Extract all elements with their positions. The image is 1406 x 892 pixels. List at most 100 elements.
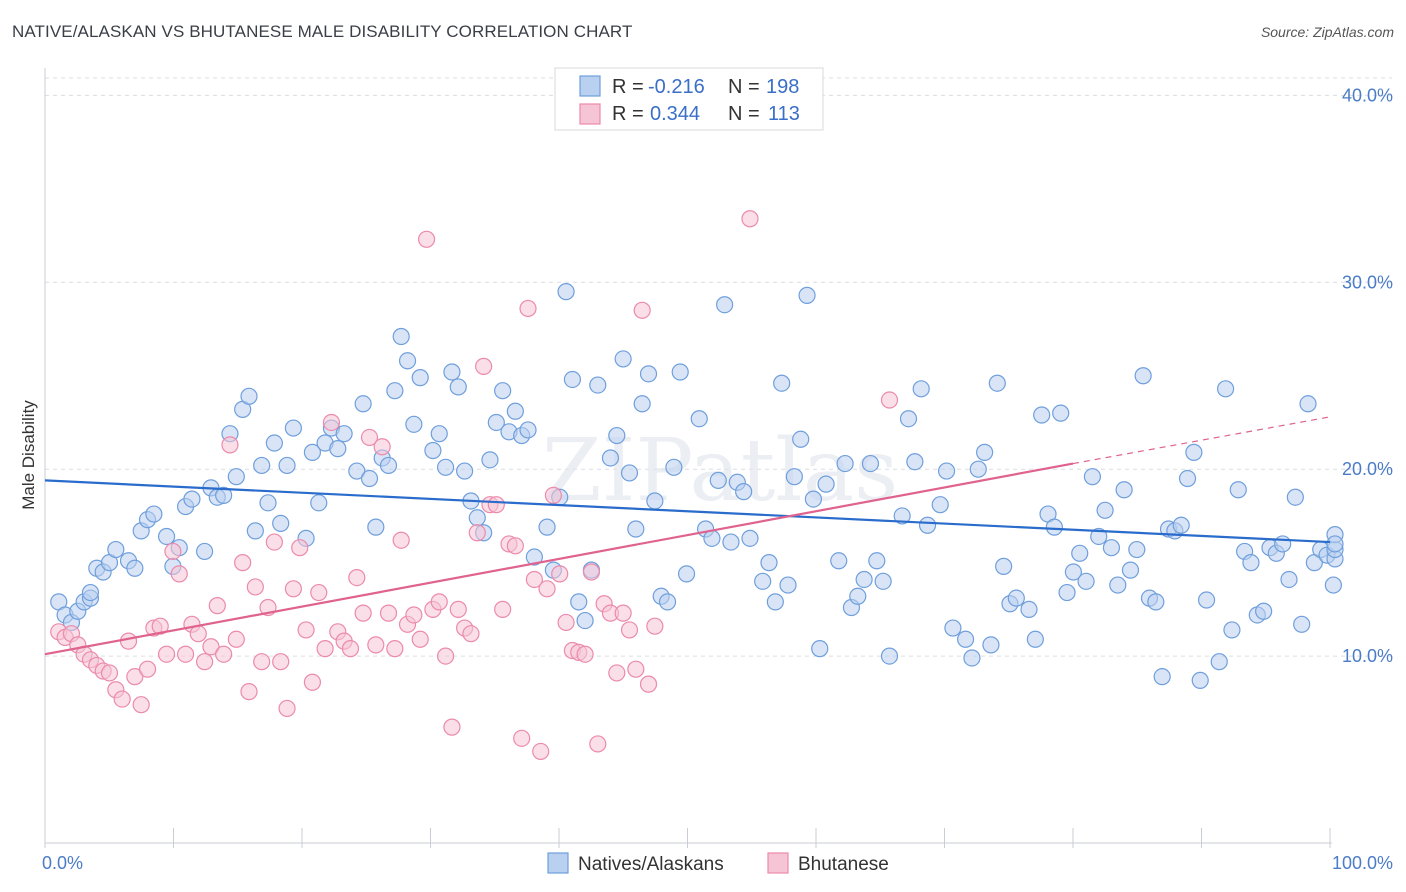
natives-point-138 [1007,589,1025,607]
bhutanese-point-77 [538,580,556,598]
bhutanese-point-24 [202,638,220,656]
bhutanese-point-10 [113,690,131,708]
legend-r-label-2: R = [612,103,644,125]
natives-point-104 [766,593,784,611]
bhutanese-point-84 [582,563,601,581]
bhutanese-point-56 [405,606,423,624]
natives-point-151 [1096,501,1114,519]
bhutanese-point-63 [449,600,467,618]
natives-point-93 [690,410,708,428]
bhutanese-point-35 [272,653,290,671]
natives-point-77 [576,611,594,630]
natives-point-160 [1153,668,1171,686]
natives-point-86 [639,365,658,383]
natives-point-156 [1128,540,1146,559]
chart-title: NATIVE/ALASKAN VS BHUTANESE MALE DISABIL… [12,22,633,41]
bhutanese-point-73 [513,729,531,747]
natives-point-76 [570,593,588,611]
legend-swatch-pink [579,103,601,125]
bhutanese-point-70 [494,600,512,618]
bhutanese-point-28 [227,630,245,648]
tick-labels: 10.0% 20.0% 30.0% 40.0% 0.0% 100.0% [42,85,1393,873]
natives-point-31 [259,494,277,512]
bhutanese-point-79 [551,565,569,583]
bhutanese-point-76 [532,742,550,761]
legend-n-label-1: N = [728,76,760,98]
natives-point-117 [855,570,873,589]
bhutanese-point-93 [639,675,658,693]
natives-point-10 [107,540,125,559]
bhutanese-point-48 [354,604,372,622]
natives-point-144 [1052,404,1070,422]
natives-point-41 [329,440,347,458]
natives-point-150 [1090,527,1108,546]
natives-point-90 [665,458,683,476]
natives-point-12 [126,559,144,577]
natives-point-133 [976,443,994,461]
x-tick-label-0: 0.0% [42,853,83,873]
legend-r-value-2: 0.344 [650,103,700,125]
natives-point-63 [481,451,499,469]
natives-point-85 [633,395,651,413]
bhutanese-point-49 [360,428,379,447]
natives-point-167 [1197,591,1216,609]
natives-point-20 [183,490,201,508]
natives-point-6 [81,583,100,602]
natives-point-154 [1115,481,1133,499]
natives-point-135 [988,374,1006,392]
natives-point-123 [899,410,918,428]
bhutanese-point-83 [576,645,594,663]
natives-point-49 [386,382,404,400]
natives-point-83 [620,464,639,482]
natives-point-168 [1210,653,1228,671]
natives-point-147 [1071,544,1089,562]
bhutanese-point-62 [443,718,461,736]
natives-point-111 [811,640,829,658]
natives-point-69 [519,421,537,439]
natives-point-153 [1109,576,1127,594]
natives-point-164 [1178,469,1197,488]
natives-point-157 [1134,367,1152,385]
natives-point-24 [215,486,233,504]
natives-point-149 [1083,468,1102,486]
natives-point-75 [563,370,582,389]
bhutanese-point-52 [379,604,398,622]
natives-point-120 [874,572,892,590]
bhutanese-point-42 [316,640,334,658]
natives-point-118 [861,454,880,473]
natives-point-126 [918,516,937,534]
natives-point-34 [278,456,296,475]
x-tick-label-1: 100.0% [1332,853,1393,873]
bhutanese-point-61 [436,647,455,665]
natives-point-52 [405,415,423,433]
natives-point-163 [1172,516,1190,534]
natives-point-64 [487,413,505,432]
natives-point-114 [836,454,854,473]
natives-point-170 [1223,621,1241,639]
bhutanese-point-74 [519,299,537,318]
bhutanese-point-27 [221,436,239,454]
natives-point-67 [506,402,524,420]
natives-point-79 [589,376,607,394]
bhutanese-point-96 [880,391,899,409]
natives-point-29 [246,522,264,540]
bhutanese-point-36 [278,699,296,718]
bhutanese-point-92 [633,301,651,319]
bhutanese-point-90 [620,621,639,639]
bhutanese-point-69 [487,496,505,514]
natives-point-51 [398,352,417,370]
natives-point-95 [703,529,721,547]
bottom-legend-label-bhutanese: Bhutanese [798,854,889,875]
bhutanese-point-31 [246,578,264,596]
natives-point-21 [196,542,214,561]
bhutanese-point-53 [386,640,404,658]
natives-point-89 [658,593,677,611]
natives-point-155 [1121,561,1140,579]
bhutanese-point-16 [151,617,169,635]
bhutanese-point-14 [138,660,157,678]
natives-point-131 [963,649,981,667]
bhutanese-point-54 [392,531,410,549]
natives-point-186 [1324,576,1342,594]
y-tick-label-1: 20.0% [1342,459,1393,479]
bhutanese-point-8 [100,664,119,682]
